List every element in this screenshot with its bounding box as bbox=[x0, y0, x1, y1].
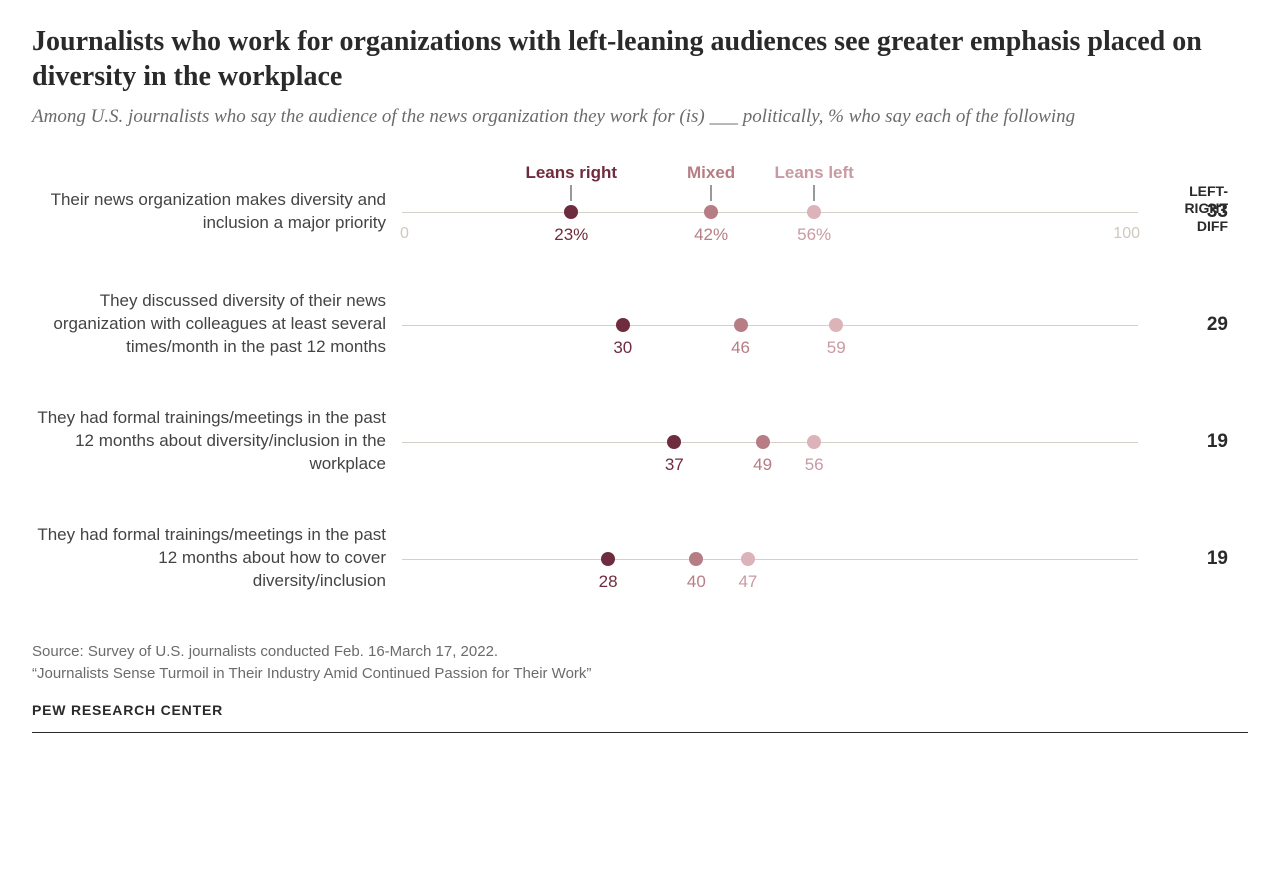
chart-row: They had formal trainings/meetings in th… bbox=[32, 407, 1228, 476]
series-tick bbox=[711, 185, 712, 201]
chart-row: They discussed diversity of their news o… bbox=[32, 290, 1228, 359]
axis-min-label: 0 bbox=[400, 225, 409, 243]
dot-left bbox=[829, 318, 843, 332]
row-label: They discussed diversity of their news o… bbox=[32, 290, 402, 359]
axis-max-label: 100 bbox=[1113, 225, 1140, 243]
report-line: “Journalists Sense Turmoil in Their Indu… bbox=[32, 663, 1248, 686]
row-label: They had formal trainings/meetings in th… bbox=[32, 407, 402, 476]
diff-value: 29 bbox=[1156, 314, 1228, 336]
dot-left bbox=[807, 205, 821, 219]
series-label-left: Leans left bbox=[774, 163, 853, 183]
dot-left bbox=[807, 435, 821, 449]
series-label-mixed: Mixed bbox=[687, 163, 735, 183]
dot-mixed bbox=[689, 552, 703, 566]
dot-mixed bbox=[756, 435, 770, 449]
value-label-left: 59 bbox=[827, 338, 846, 358]
row-plot: 304659 bbox=[402, 318, 1138, 332]
value-label-left: 56% bbox=[797, 225, 831, 245]
row-plot: 0100Leans right23%Mixed42%Leans left56% bbox=[402, 205, 1138, 219]
axis-line bbox=[402, 442, 1138, 443]
chart-footer: Source: Survey of U.S. journalists condu… bbox=[32, 641, 1248, 686]
chart-area: LEFT- RIGHT DIFF Their news organization… bbox=[32, 189, 1248, 593]
source-line: Source: Survey of U.S. journalists condu… bbox=[32, 641, 1248, 664]
bottom-rule bbox=[32, 732, 1248, 733]
axis-line bbox=[402, 325, 1138, 326]
series-tick bbox=[571, 185, 572, 201]
chart-subtitle: Among U.S. journalists who say the audie… bbox=[32, 104, 1248, 131]
dot-mixed bbox=[734, 318, 748, 332]
value-label-mixed: 46 bbox=[731, 338, 750, 358]
value-label-mixed: 42% bbox=[694, 225, 728, 245]
dot-right bbox=[564, 205, 578, 219]
dot-right bbox=[601, 552, 615, 566]
row-label: Their news organization makes diversity … bbox=[32, 189, 402, 235]
row-plot: 374956 bbox=[402, 435, 1138, 449]
diff-value: 19 bbox=[1156, 431, 1228, 453]
value-label-left: 47 bbox=[738, 572, 757, 592]
attribution: PEW RESEARCH CENTER bbox=[32, 702, 1248, 718]
chart-row: They had formal trainings/meetings in th… bbox=[32, 524, 1228, 593]
value-label-right: 37 bbox=[665, 455, 684, 475]
axis-line bbox=[402, 559, 1138, 560]
value-label-mixed: 40 bbox=[687, 572, 706, 592]
series-tick bbox=[814, 185, 815, 201]
dot-right bbox=[616, 318, 630, 332]
dot-left bbox=[741, 552, 755, 566]
diff-value: 19 bbox=[1156, 548, 1228, 570]
chart-row: Their news organization makes diversity … bbox=[32, 189, 1228, 235]
diff-value: 33 bbox=[1156, 201, 1228, 223]
series-label-right: Leans right bbox=[525, 163, 617, 183]
value-label-mixed: 49 bbox=[753, 455, 772, 475]
row-plot: 284047 bbox=[402, 552, 1138, 566]
value-label-right: 23% bbox=[554, 225, 588, 245]
row-label: They had formal trainings/meetings in th… bbox=[32, 524, 402, 593]
axis-line bbox=[402, 212, 1138, 213]
chart-title: Journalists who work for organizations w… bbox=[32, 24, 1248, 94]
value-label-right: 28 bbox=[599, 572, 618, 592]
dot-right bbox=[667, 435, 681, 449]
value-label-right: 30 bbox=[613, 338, 632, 358]
value-label-left: 56 bbox=[805, 455, 824, 475]
dot-mixed bbox=[704, 205, 718, 219]
